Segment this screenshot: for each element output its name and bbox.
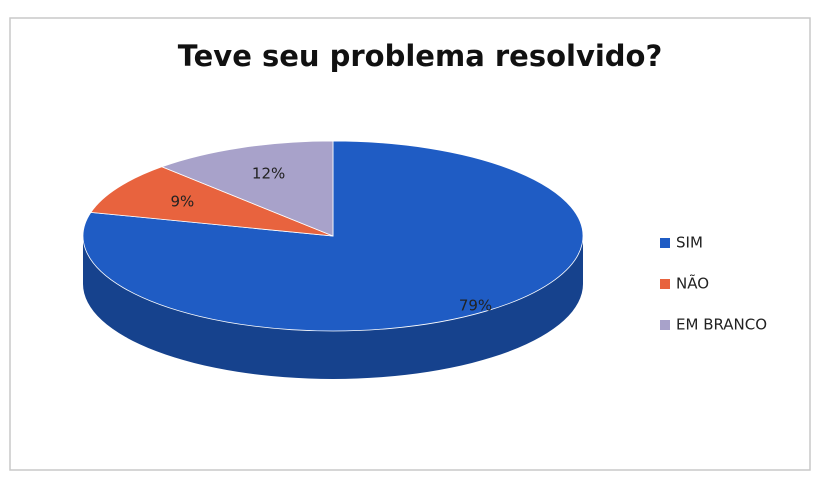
legend-label: EM BRANCO — [676, 316, 767, 334]
legend-swatch — [660, 279, 670, 289]
legend-label: SIM — [676, 234, 703, 252]
data-label: 79% — [459, 296, 492, 314]
slice — [90, 166, 334, 237]
legend-swatch — [660, 320, 670, 330]
chart-title: Teve seu problema resolvido? — [178, 39, 663, 73]
slice-side — [83, 236, 583, 379]
data-label: 12% — [252, 165, 285, 183]
legend-swatch — [660, 238, 670, 248]
slice — [160, 140, 334, 237]
legend-label: NÃO — [676, 274, 709, 293]
data-label: 9% — [170, 193, 194, 211]
